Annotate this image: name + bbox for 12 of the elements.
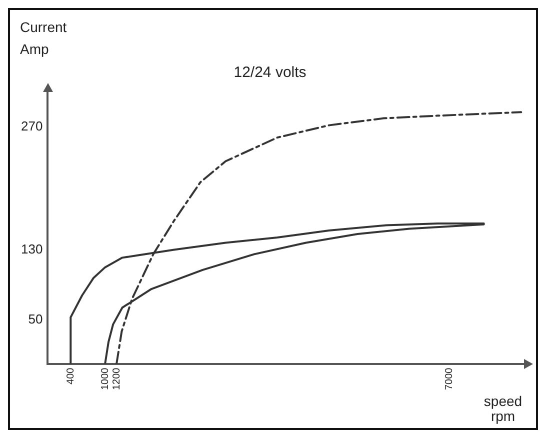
line-series [116, 111, 522, 364]
x-tick-label: 1200 [111, 367, 122, 390]
y-tick-label: 50 [28, 312, 43, 326]
frame: 12/24 volts 400 1000 1200 7000 50 130 270 Current Amp speed rpm [8, 8, 538, 430]
x-tick-label: 400 [65, 367, 76, 384]
y-axis-title: Current Amp [20, 18, 68, 59]
x-tick-label: 1000 [100, 367, 111, 390]
x-axis-title: speed rpm [482, 393, 524, 424]
y-tick-label: 270 [20, 118, 43, 134]
y-tick-label: 130 [20, 241, 43, 256]
x-tick-label: 7000 [444, 367, 456, 390]
chart-title: 12/24 volts [234, 64, 306, 82]
